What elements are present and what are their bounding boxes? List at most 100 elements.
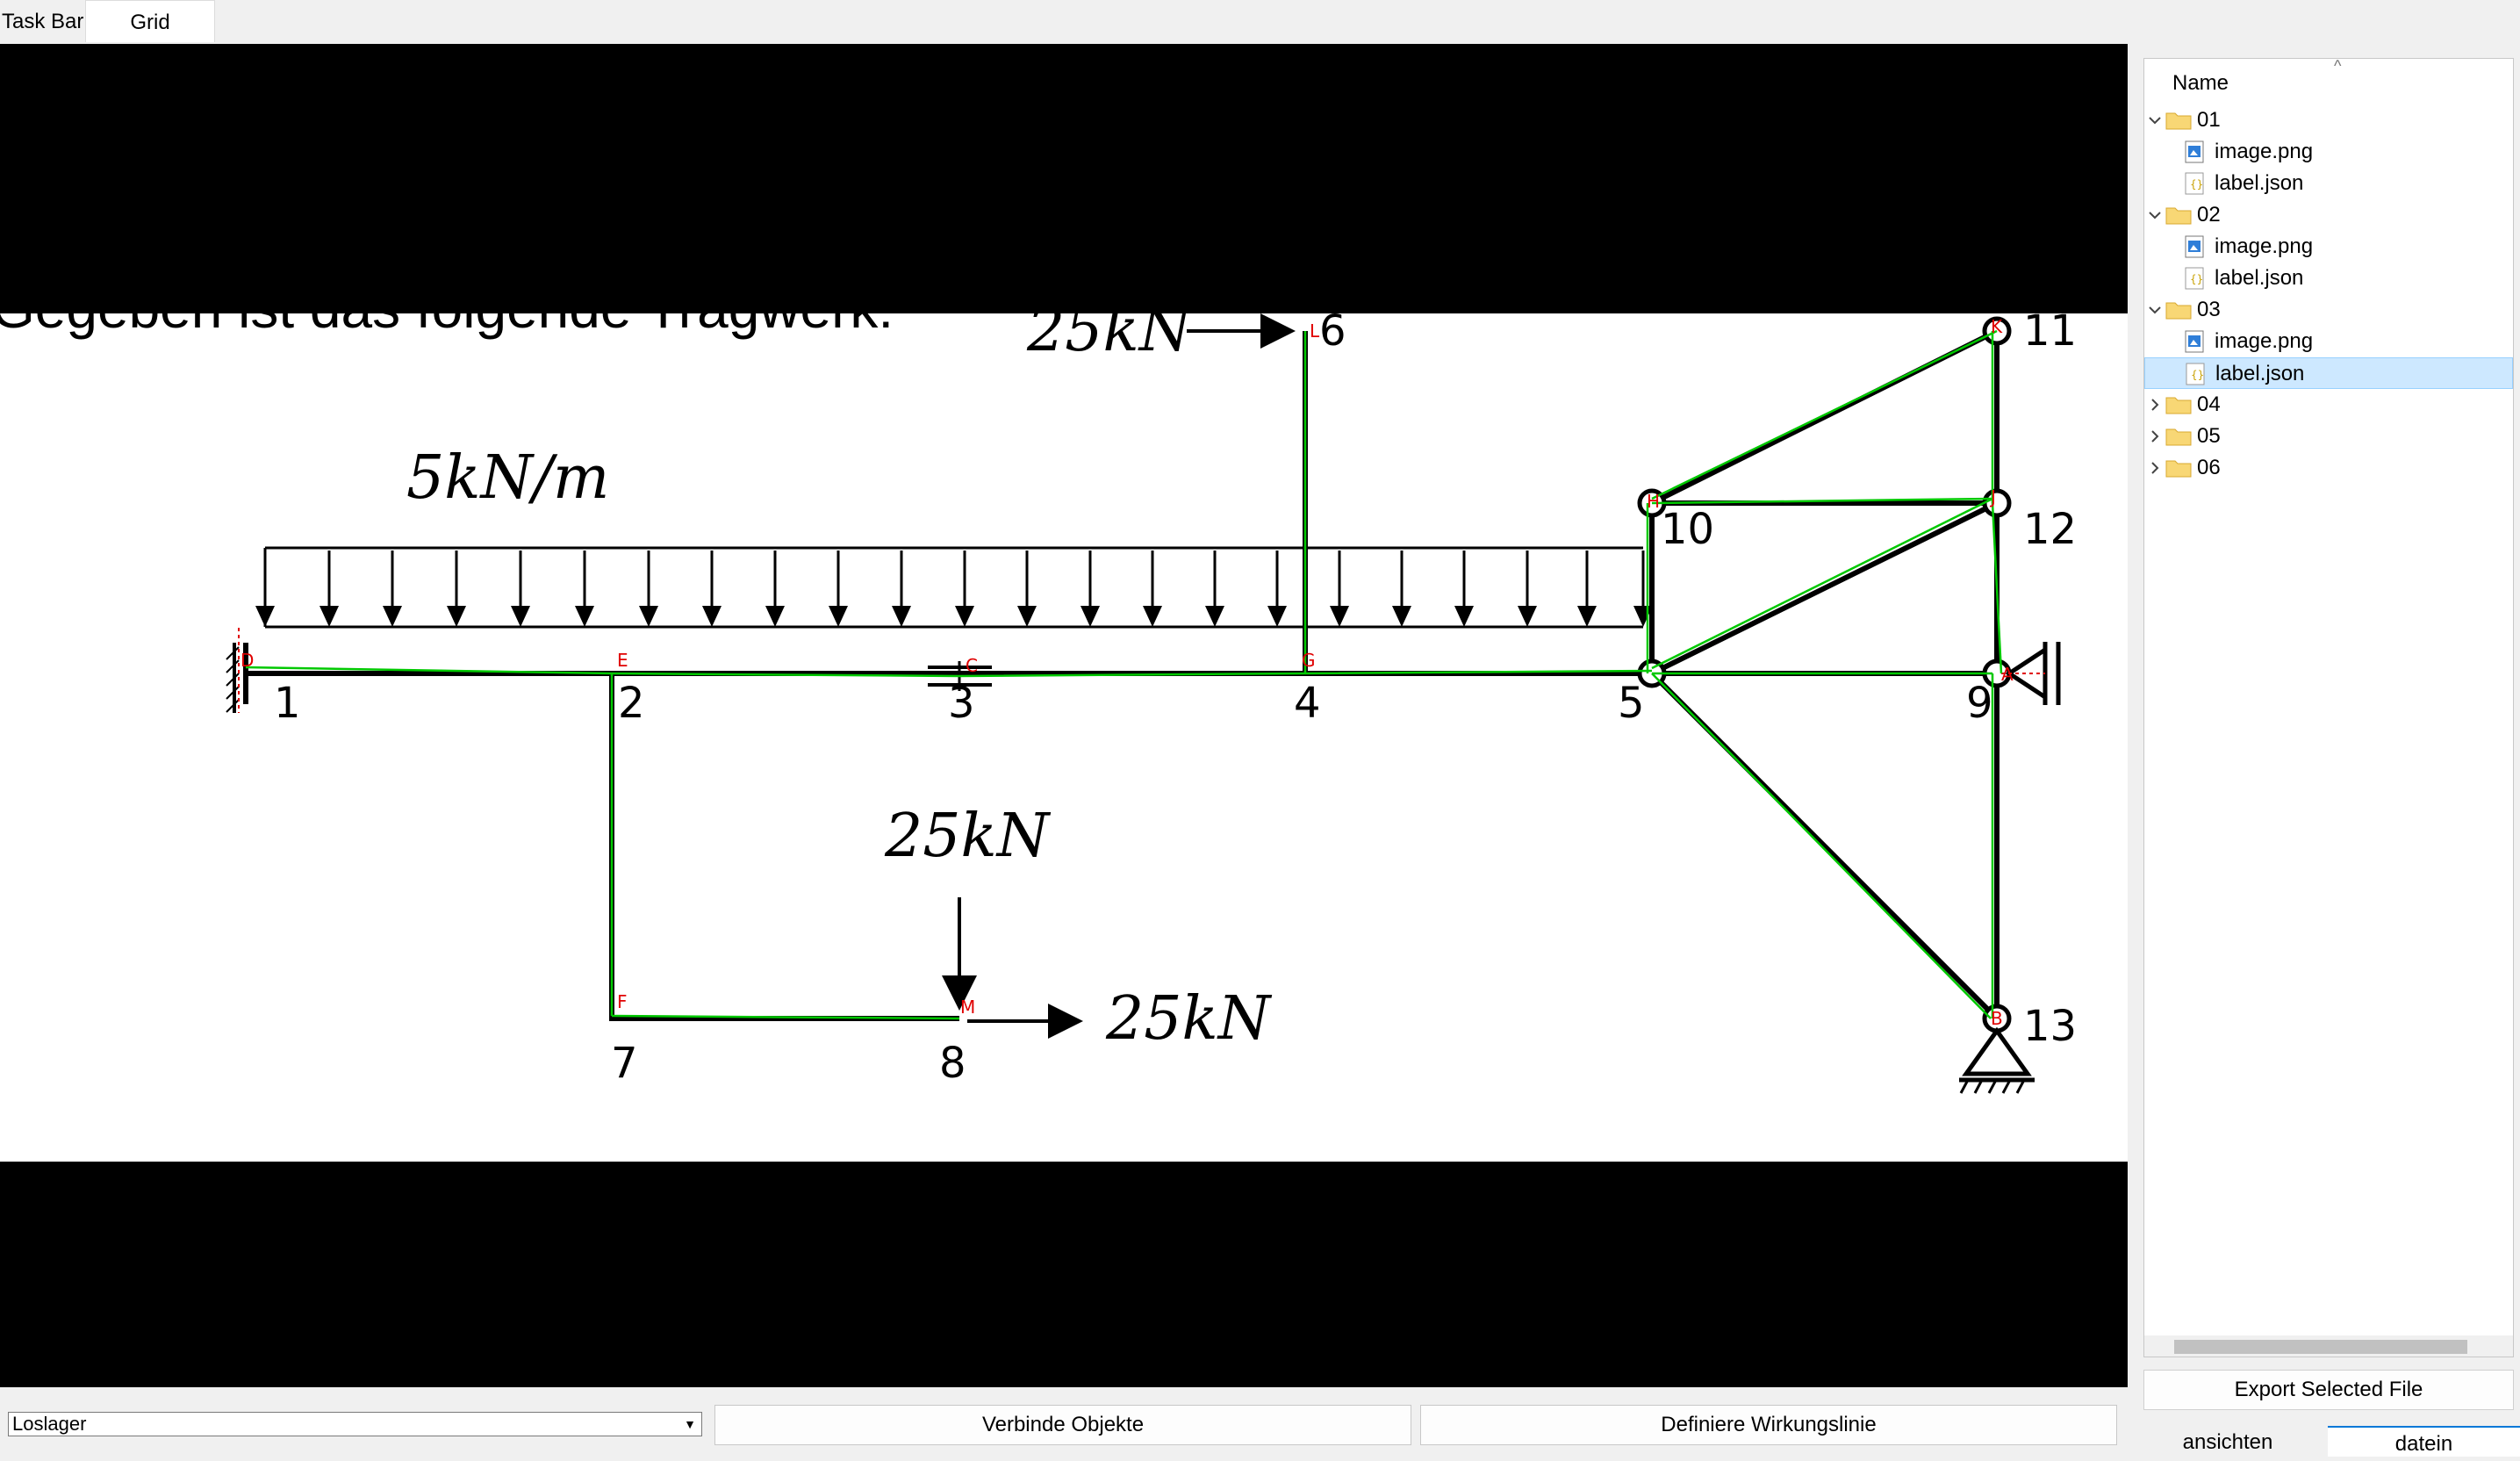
tree-item-label: 02	[2197, 203, 2221, 227]
drawing-canvas[interactable]: Gegeben ist das folgende Tragwerk: 5kN/m	[0, 44, 2128, 1387]
svg-text:{}: {}	[2190, 273, 2203, 285]
node-number: 2	[618, 679, 645, 728]
folder-icon	[2165, 460, 2192, 478]
image-file-icon	[2185, 235, 2204, 258]
tab-grid[interactable]: Grid	[85, 0, 215, 42]
task-bar-label: Task Bar	[2, 10, 84, 33]
point-marker: B	[1991, 1008, 2003, 1029]
point-markers: D E C G F M H J K A B L	[241, 316, 2014, 1029]
tree-item-label: label.json	[2215, 171, 2304, 195]
node-number: 3	[948, 679, 975, 728]
point-marker: M	[960, 997, 975, 1018]
support-type-dropdown[interactable]: Loslager ▼	[8, 1412, 702, 1436]
json-file-icon: {}	[2186, 363, 2205, 385]
node-number: 8	[939, 1039, 966, 1088]
node-number: 7	[611, 1039, 638, 1088]
folder-icon	[2165, 428, 2192, 446]
folder-icon	[2165, 397, 2192, 414]
image-file-icon	[2185, 140, 2204, 163]
tree-item-label: 05	[2197, 424, 2221, 448]
chevron-right-icon[interactable]	[2148, 398, 2162, 412]
point-marker: D	[241, 650, 254, 671]
node-number: 13	[2023, 1002, 2077, 1051]
tree-folder[interactable]: 02	[2144, 199, 2513, 231]
tree-item-label: 01	[2197, 108, 2221, 132]
folder-icon	[2165, 207, 2192, 225]
tab-datein[interactable]: datein	[2328, 1426, 2520, 1457]
point-marker: H	[1647, 491, 1660, 512]
json-file-icon: {}	[2185, 267, 2204, 290]
tree-item-label: image.png	[2215, 329, 2314, 353]
point-marker: F	[617, 991, 628, 1012]
dropdown-value: Loslager	[12, 1413, 87, 1435]
define-line-of-action-button[interactable]: Definiere Wirkungslinie	[1420, 1405, 2117, 1445]
scrollbar-thumb[interactable]	[2174, 1340, 2467, 1354]
mid-force-label: 25kN	[884, 802, 1052, 871]
point-marker: A	[2001, 664, 2014, 685]
chevron-down-icon[interactable]	[2148, 113, 2162, 127]
chevron-down-icon[interactable]: ▼	[684, 1417, 696, 1431]
tree-item-label: label.json	[2215, 266, 2304, 290]
tree-item-label: label.json	[2215, 362, 2305, 385]
chevron-down-icon[interactable]	[2148, 208, 2162, 222]
chevron-down-icon[interactable]	[2148, 303, 2162, 317]
tree-folder[interactable]: 05	[2144, 421, 2513, 452]
point-marker: E	[617, 650, 628, 671]
export-selected-file-button[interactable]: Export Selected File	[2143, 1370, 2514, 1410]
point-marker: C	[966, 655, 978, 676]
node-number: 12	[2023, 505, 2077, 554]
point-marker: J	[1989, 486, 1996, 507]
tree-folder[interactable]: 03	[2144, 294, 2513, 326]
tree-item-label: 04	[2197, 392, 2221, 416]
tree-file[interactable]: {} label.json	[2144, 357, 2513, 389]
tree-column-header[interactable]: Name	[2172, 71, 2229, 95]
node-number: 1	[274, 679, 301, 728]
chevron-right-icon[interactable]	[2148, 429, 2162, 443]
chevron-right-icon[interactable]	[2148, 461, 2162, 475]
node-number: 10	[1661, 505, 1714, 554]
tab-ansichten[interactable]: ansichten	[2128, 1426, 2328, 1457]
json-file-icon: {}	[2185, 172, 2204, 195]
roller-support	[2001, 642, 2061, 705]
top-bar: Task Bar Grid	[0, 0, 2520, 44]
pin-support	[1959, 1026, 2035, 1094]
horizontal-scrollbar[interactable]	[2144, 1335, 2513, 1357]
tree-file[interactable]: image.png	[2144, 231, 2513, 263]
annotation-overlay	[245, 329, 2003, 1020]
node-number: 5	[1618, 679, 1645, 728]
tree-item-label: image.png	[2215, 234, 2314, 258]
node-number: 9	[1966, 679, 1993, 728]
tree-item-label: 06	[2197, 456, 2221, 479]
image-file-icon	[2185, 330, 2204, 353]
distributed-load-label: 5kN/m	[406, 443, 609, 513]
folder-icon	[2165, 112, 2192, 130]
point-marker: G	[1302, 650, 1316, 671]
structure-image[interactable]: Gegeben ist das folgende Tragwerk: 5kN/m	[0, 313, 2128, 1162]
node-number: 4	[1294, 679, 1321, 728]
point-marker: K	[1991, 316, 2003, 337]
folder-icon	[2165, 302, 2192, 320]
node-number: 11	[2023, 313, 2077, 356]
distributed-load	[255, 546, 1653, 629]
sort-caret-icon: ^	[2334, 58, 2342, 75]
cut-title-text: Gegeben ist das folgende Tragwerk:	[0, 313, 894, 340]
svg-text:{}: {}	[2190, 178, 2203, 191]
tree-file[interactable]: image.png	[2144, 136, 2513, 168]
right-panel: Name ^ 01 image.png {} label.json 02 image.pn…	[2128, 44, 2520, 1457]
svg-text:{}: {}	[2191, 369, 2204, 381]
tree-file[interactable]: {} label.json	[2144, 168, 2513, 199]
tree-file[interactable]: {} label.json	[2144, 263, 2513, 294]
tree-folder[interactable]: 06	[2144, 452, 2513, 484]
tree-item-label: image.png	[2215, 140, 2314, 163]
point-marker: L	[1310, 320, 1320, 342]
fixed-support	[226, 628, 248, 713]
right-force-label: 25kN	[1105, 984, 1273, 1054]
file-tree[interactable]: Name ^ 01 image.png {} label.json 02 image.pn…	[2143, 58, 2514, 1357]
tree-folder[interactable]: 01	[2144, 104, 2513, 136]
tree-folder[interactable]: 04	[2144, 389, 2513, 421]
connect-objects-button[interactable]: Verbinde Objekte	[714, 1405, 1411, 1445]
tree-item-label: 03	[2197, 298, 2221, 321]
node-number: 6	[1319, 313, 1346, 356]
tree-file[interactable]: image.png	[2144, 326, 2513, 357]
